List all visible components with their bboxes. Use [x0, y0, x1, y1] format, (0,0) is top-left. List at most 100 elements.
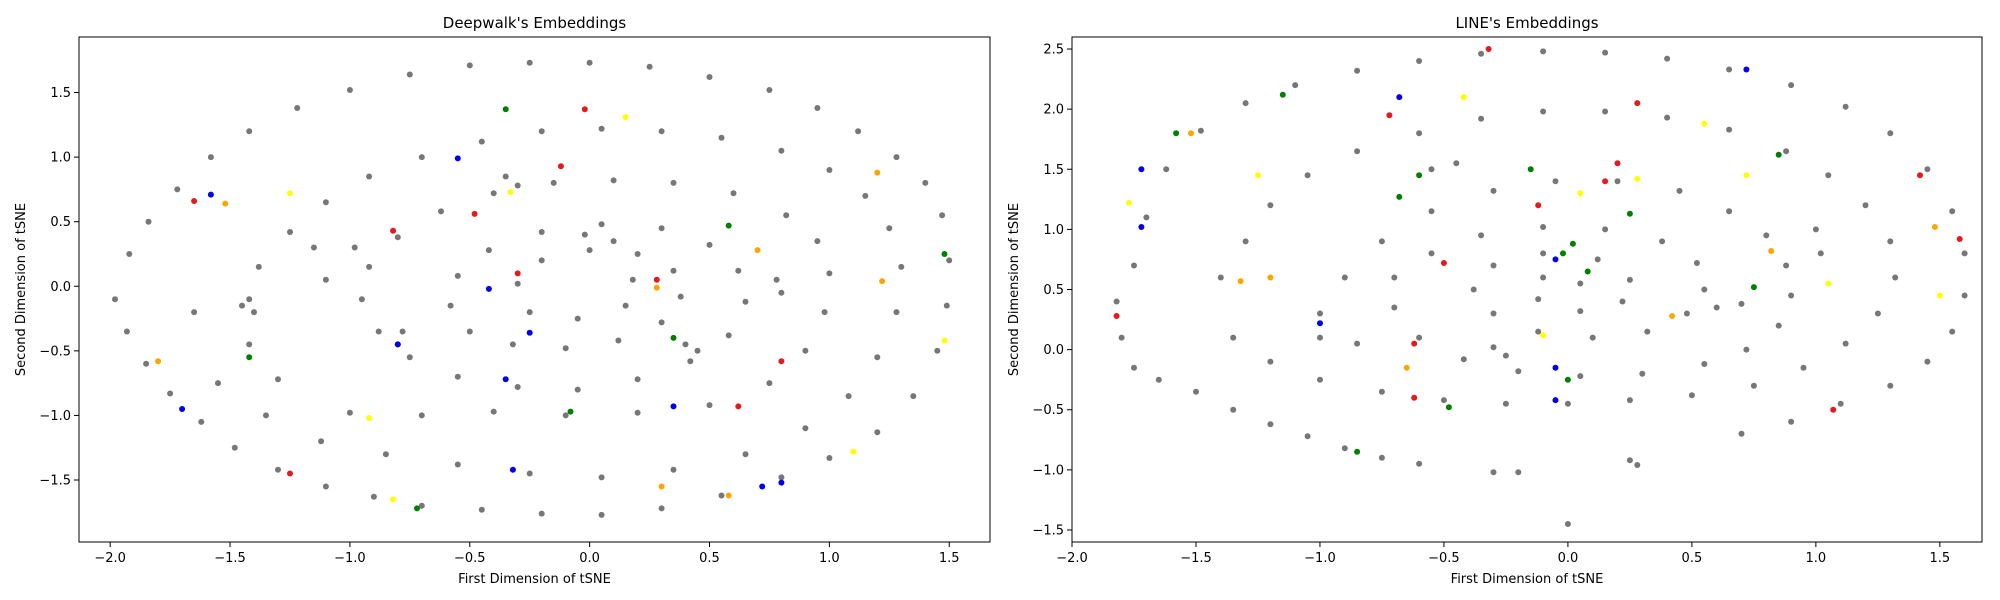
x-tick-label: 0.0 [1558, 551, 1579, 566]
y-tick-label: 2.0 [1043, 103, 1064, 118]
data-point-highlighted [1396, 94, 1403, 101]
data-point [898, 263, 905, 270]
x-axis-label: First Dimension of tSNE [458, 572, 611, 587]
data-point [1701, 361, 1708, 367]
data-point-highlighted [390, 496, 397, 503]
data-point [1961, 250, 1968, 257]
data-point [1726, 66, 1733, 73]
scatter-points [112, 59, 953, 518]
data-point [1726, 208, 1733, 215]
x-tick-label: 1.0 [819, 551, 840, 566]
x-axis-ticks: −2.0 −1.5 −1.0 −0.5 0.0 0.5 1.0 1.5 [94, 542, 960, 566]
data-point-highlighted [1267, 274, 1274, 281]
data-point [143, 360, 150, 367]
data-point [1118, 334, 1125, 341]
data-point-highlighted [1560, 250, 1566, 257]
data-point [246, 341, 253, 348]
data-point-highlighted [502, 376, 509, 383]
data-point [814, 238, 821, 245]
data-point [610, 177, 617, 184]
data-point-highlighted [1577, 190, 1584, 197]
data-point-highlighted [1279, 91, 1286, 98]
x-axis-label: First Dimension of tSNE [1451, 572, 1604, 587]
data-point [735, 267, 742, 274]
data-point [622, 302, 629, 309]
data-point [562, 345, 569, 352]
data-point-highlighted [1825, 280, 1832, 287]
data-point [207, 154, 214, 161]
x-axis-ticks: −2.0 −1.5 −1.0 −0.5 0.0 0.5 1.0 1.5 [1056, 542, 1950, 566]
data-point [658, 505, 665, 512]
data-point-highlighted [1113, 313, 1120, 319]
y-tick-label: 0.0 [1043, 343, 1064, 358]
data-point [821, 309, 828, 316]
data-point [478, 506, 485, 513]
data-point [1193, 388, 1199, 395]
data-point-highlighted [1768, 248, 1775, 254]
data-point-highlighted [735, 403, 742, 410]
data-point [1750, 382, 1757, 389]
data-point-highlighted [1173, 130, 1180, 137]
data-point [167, 390, 174, 397]
data-point [538, 510, 545, 517]
data-point [478, 138, 485, 145]
data-point [1577, 308, 1584, 315]
data-point [126, 251, 133, 257]
data-point-highlighted [485, 285, 492, 292]
data-point [922, 179, 929, 186]
data-point-highlighted [759, 483, 766, 490]
data-point [198, 418, 205, 425]
data-point [1378, 454, 1385, 461]
data-point [1887, 130, 1894, 137]
data-point [1783, 148, 1790, 155]
data-point [1341, 445, 1348, 452]
data-point-highlighted [622, 114, 629, 121]
data-point [1564, 521, 1571, 527]
y-axis-ticks: −1.5 −1.0 −0.5 0.0 0.5 1.0 1.5 [39, 86, 79, 489]
data-point [1817, 250, 1824, 257]
data-point [586, 247, 593, 254]
data-point [1354, 148, 1361, 155]
data-point [934, 347, 941, 354]
y-axis-label: Second Dimension of tSNE [1007, 203, 1022, 376]
data-point [418, 502, 425, 509]
data-point [1502, 352, 1509, 359]
data-point [509, 341, 516, 348]
data-point [658, 225, 665, 232]
data-point [1391, 274, 1398, 281]
data-point [1788, 292, 1795, 299]
data-point [1341, 274, 1348, 281]
data-point [893, 154, 900, 161]
data-point [526, 309, 533, 316]
data-point [514, 384, 521, 390]
data-point [1217, 274, 1224, 281]
data-point-highlighted [1750, 284, 1757, 291]
data-point-highlighted [1540, 332, 1547, 339]
data-point [1478, 232, 1485, 239]
data-point [574, 315, 581, 322]
data-point [778, 147, 785, 154]
data-point [742, 451, 749, 458]
data-point [1416, 58, 1423, 64]
data-point [778, 289, 785, 296]
data-point [1515, 469, 1522, 476]
data-point [615, 337, 622, 344]
data-point [943, 302, 950, 309]
data-point [394, 234, 401, 241]
data-point-highlighted [1564, 376, 1571, 383]
data-point [1490, 262, 1497, 269]
data-point [1743, 346, 1750, 353]
data-point [706, 74, 713, 80]
data-point [1602, 226, 1609, 233]
data-point-highlighted [390, 227, 397, 234]
data-point [586, 59, 593, 66]
data-point-highlighted [1126, 199, 1132, 206]
data-point [251, 309, 257, 316]
chart-title: LINE's Embeddings [1455, 14, 1598, 32]
data-point [1577, 373, 1584, 380]
data-point [886, 225, 893, 232]
data-point-highlighted [1317, 320, 1323, 327]
data-point [351, 244, 358, 251]
data-point [1304, 433, 1311, 440]
data-point [1788, 418, 1795, 425]
